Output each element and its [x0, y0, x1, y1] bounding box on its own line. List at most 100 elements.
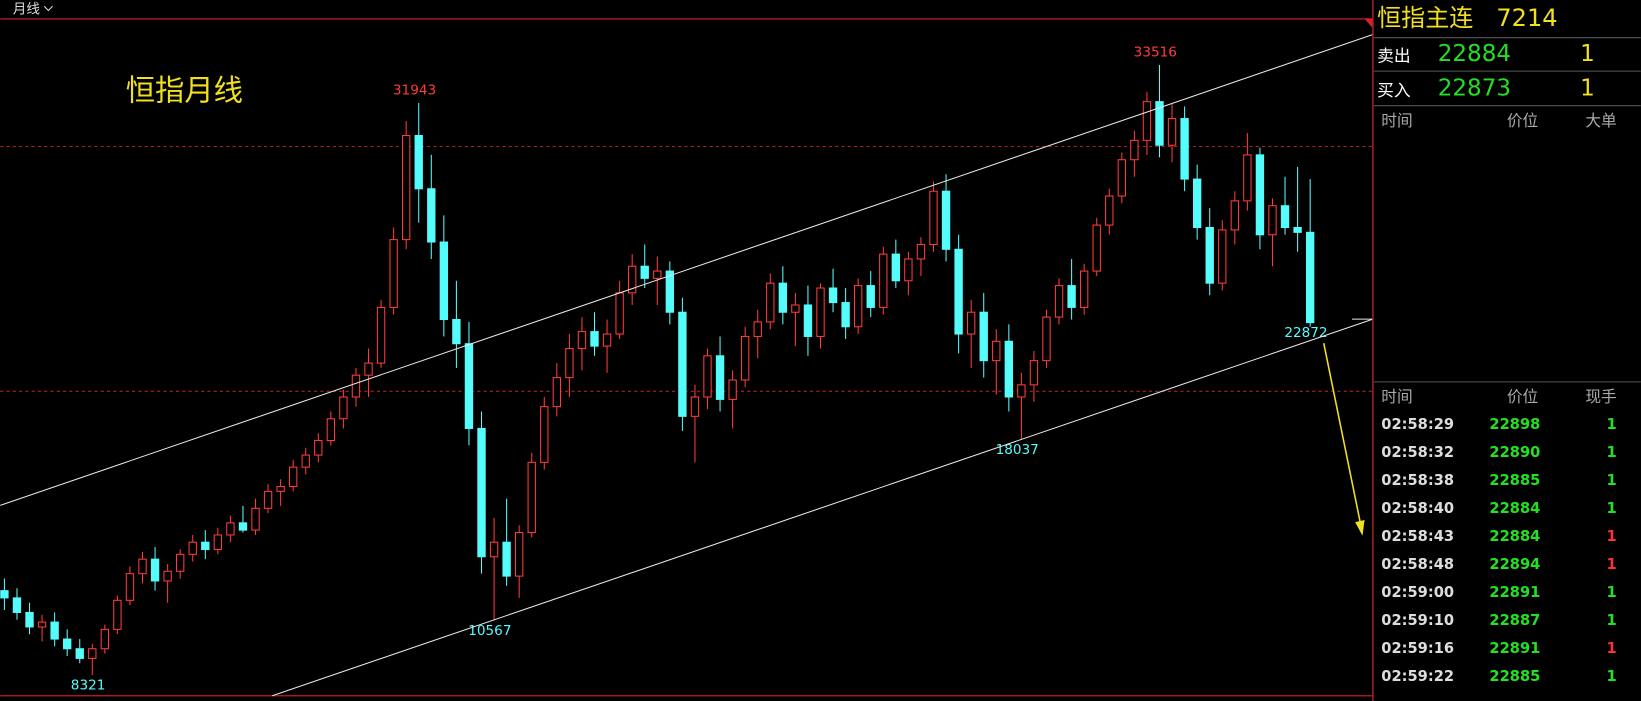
candle-body [665, 270, 675, 313]
candle-body [615, 292, 624, 335]
candle-body [150, 558, 160, 582]
candle-body [1079, 270, 1089, 308]
candle-body [364, 362, 373, 376]
trend-channel-upper [0, 34, 1374, 506]
tick-price: 22891 [1489, 584, 1540, 601]
candle-body [502, 541, 511, 577]
candle-body [678, 311, 687, 417]
candle-body [916, 243, 926, 260]
candle-body [401, 134, 411, 241]
tick-qty: 1 [1607, 668, 1617, 685]
candle-body [0, 590, 9, 599]
candle-body [1117, 159, 1127, 197]
sell-price: 22884 [1438, 41, 1511, 67]
candle-body [1293, 226, 1302, 233]
tick-price: 22898 [1489, 416, 1540, 433]
tick-qty: 1 [1607, 556, 1617, 573]
candle-body [163, 570, 172, 582]
tick-price: 22885 [1489, 668, 1540, 685]
candle-body [251, 507, 260, 531]
candle-body [1305, 231, 1315, 324]
candle-body [326, 418, 336, 442]
candle-body [226, 522, 235, 536]
tick-time: 02:58:40 [1381, 500, 1454, 517]
candle-body [276, 486, 285, 492]
tick-time: 02:58:32 [1381, 444, 1454, 461]
tick-time: 02:59:10 [1381, 612, 1454, 629]
candle-body [828, 287, 838, 304]
candle-body [88, 648, 97, 659]
candle-body [1017, 384, 1026, 398]
tick-qty: 1 [1607, 584, 1617, 601]
tick-time: 02:58:38 [1381, 472, 1454, 489]
candle-body [791, 304, 800, 313]
candle-body [175, 553, 185, 572]
candle-body [715, 355, 725, 400]
candle-body [1280, 205, 1290, 229]
candle-body [25, 611, 34, 628]
candle-body [1105, 195, 1114, 226]
candle-body [703, 355, 712, 398]
candle-body [527, 461, 536, 534]
candle-body [1192, 178, 1202, 229]
price-annotation: 31943 [393, 82, 436, 98]
tick-price: 22890 [1489, 444, 1540, 461]
candle-body [301, 454, 310, 468]
tick-time: 02:58:29 [1381, 416, 1454, 433]
candle-body [1167, 118, 1177, 146]
candle-body [75, 648, 84, 659]
candle-body [50, 621, 59, 640]
candle-body [12, 597, 22, 613]
candle-body [339, 396, 348, 420]
candle-body [879, 253, 888, 308]
candle-body [1218, 229, 1227, 284]
candle-body [263, 490, 273, 509]
tick-price: 22885 [1489, 472, 1540, 489]
tick-time: 02:59:22 [1381, 668, 1454, 685]
price-annotation: 8321 [71, 677, 106, 693]
tick-price: 22887 [1489, 612, 1540, 629]
candle-body [803, 304, 813, 337]
symbol-name: 恒指主连 [1377, 4, 1473, 32]
candle-body [941, 190, 951, 250]
candle-body [63, 638, 72, 650]
candle-body [577, 331, 587, 350]
candle-body [740, 335, 750, 381]
tick-time: 02:58:43 [1381, 528, 1454, 545]
tick-qty: 1 [1607, 416, 1617, 433]
candle-body [552, 377, 562, 408]
tick-price: 22894 [1489, 556, 1540, 573]
tick-qty: 1 [1607, 640, 1617, 657]
buy-price: 22873 [1438, 75, 1511, 101]
buy-qty: 1 [1580, 75, 1595, 101]
tick-time: 02:59:00 [1381, 584, 1454, 601]
tick-qty: 1 [1607, 500, 1617, 517]
candle-body [1067, 285, 1076, 308]
candle-body [213, 534, 223, 551]
candle-body [477, 427, 486, 558]
column-header: 价位 [1507, 111, 1538, 130]
column-header: 现手 [1585, 387, 1616, 406]
candle-body [1092, 224, 1101, 272]
price-annotation: 22872 [1284, 325, 1327, 341]
candle-body [841, 302, 850, 328]
tick-price: 22891 [1489, 640, 1540, 657]
candle-body [489, 541, 499, 558]
candle-body [201, 541, 210, 551]
candle-body [640, 265, 649, 279]
period-selector[interactable]: 月线 [13, 1, 41, 17]
tick-qty: 1 [1607, 444, 1617, 461]
candle-body [728, 379, 737, 400]
candle-body [1243, 154, 1252, 202]
dropdown-arrow[interactable] [43, 5, 53, 12]
sell-qty: 1 [1580, 41, 1595, 67]
chart-title: 恒指月线 [126, 74, 243, 108]
candle-body [464, 343, 474, 429]
column-header: 时间 [1381, 387, 1412, 406]
candle-body [992, 340, 1001, 362]
candle-body [427, 188, 436, 243]
candle-body [866, 285, 875, 308]
tick-qty: 1 [1607, 612, 1617, 629]
